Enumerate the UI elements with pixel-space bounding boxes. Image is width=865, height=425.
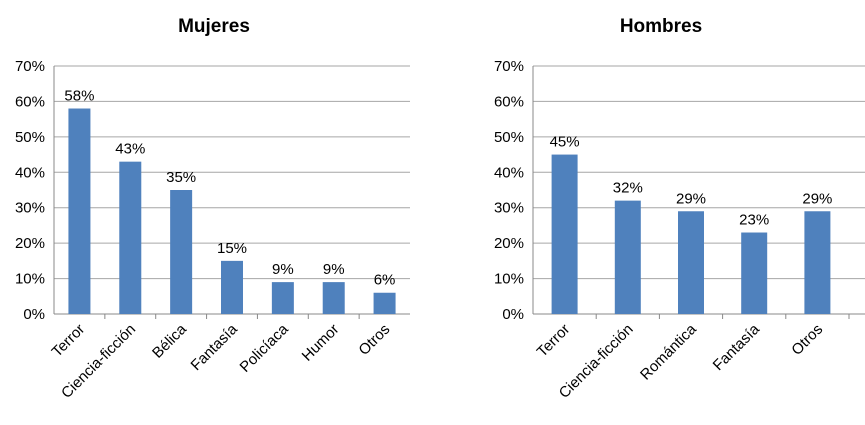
bar bbox=[170, 190, 193, 314]
x-tick-label: Fantasía bbox=[710, 320, 764, 374]
y-tick-label: 30% bbox=[15, 200, 45, 217]
y-tick-label: 50% bbox=[494, 129, 524, 146]
x-tick-label: Humor bbox=[299, 321, 343, 365]
bar bbox=[614, 200, 641, 314]
x-tick-label: Romántica bbox=[637, 320, 700, 383]
y-tick-label: 40% bbox=[15, 164, 45, 181]
bar bbox=[322, 282, 345, 314]
data-label: 43% bbox=[115, 141, 145, 158]
data-label: 45% bbox=[550, 134, 580, 151]
data-label: 58% bbox=[64, 88, 94, 105]
data-label: 15% bbox=[217, 240, 247, 257]
y-tick-label: 20% bbox=[494, 235, 524, 252]
data-label: 9% bbox=[323, 261, 345, 278]
bar bbox=[221, 260, 243, 314]
data-label: 9% bbox=[272, 261, 294, 278]
bar bbox=[804, 211, 831, 314]
y-tick-label: 30% bbox=[494, 200, 524, 217]
bar bbox=[373, 292, 396, 314]
data-label: 6% bbox=[374, 272, 396, 289]
x-tick-label: Otros bbox=[355, 321, 393, 359]
bar bbox=[68, 108, 91, 314]
y-tick-label: 0% bbox=[23, 306, 45, 323]
data-label: 23% bbox=[739, 212, 769, 229]
y-tick-label: 50% bbox=[15, 129, 45, 146]
chart-2: Hombres 0% 10% 20% 30% 40% 50% 60% 70% 45% Terror 3… bbox=[494, 16, 865, 402]
data-label: 29% bbox=[676, 190, 706, 207]
bar bbox=[551, 154, 578, 314]
x-tick-label: Terror bbox=[49, 321, 89, 361]
data-label: 29% bbox=[802, 190, 832, 207]
x-tick-label: Fantasía bbox=[188, 320, 242, 374]
bar bbox=[678, 211, 704, 314]
y-tick-label: 40% bbox=[494, 164, 524, 181]
y-tick-label: 70% bbox=[494, 58, 524, 75]
y-tick-label: 60% bbox=[494, 93, 524, 110]
y-tick-label: 60% bbox=[15, 93, 45, 110]
data-label: 32% bbox=[613, 180, 643, 197]
bar bbox=[271, 282, 294, 314]
chart-title: Hombres bbox=[620, 16, 702, 37]
bar bbox=[741, 232, 768, 314]
x-tick-label: Terror bbox=[534, 321, 574, 361]
y-tick-label: 10% bbox=[494, 271, 524, 288]
y-tick-label: 70% bbox=[15, 58, 45, 75]
x-tick-label: Otros bbox=[788, 321, 826, 359]
data-label: 35% bbox=[166, 169, 196, 186]
x-tick-label: Bélica bbox=[149, 320, 190, 361]
chart-title: Mujeres bbox=[178, 16, 250, 37]
y-tick-label: 20% bbox=[15, 235, 45, 252]
bar bbox=[119, 161, 142, 314]
y-tick-label: 0% bbox=[502, 306, 524, 323]
x-tick-label: Policíaca bbox=[237, 320, 293, 376]
chart-1: Mujeres 0% 10% 20% 30% 40% 50% 60% 70% 58% Terror 4… bbox=[15, 16, 410, 402]
y-tick-label: 10% bbox=[15, 271, 45, 288]
